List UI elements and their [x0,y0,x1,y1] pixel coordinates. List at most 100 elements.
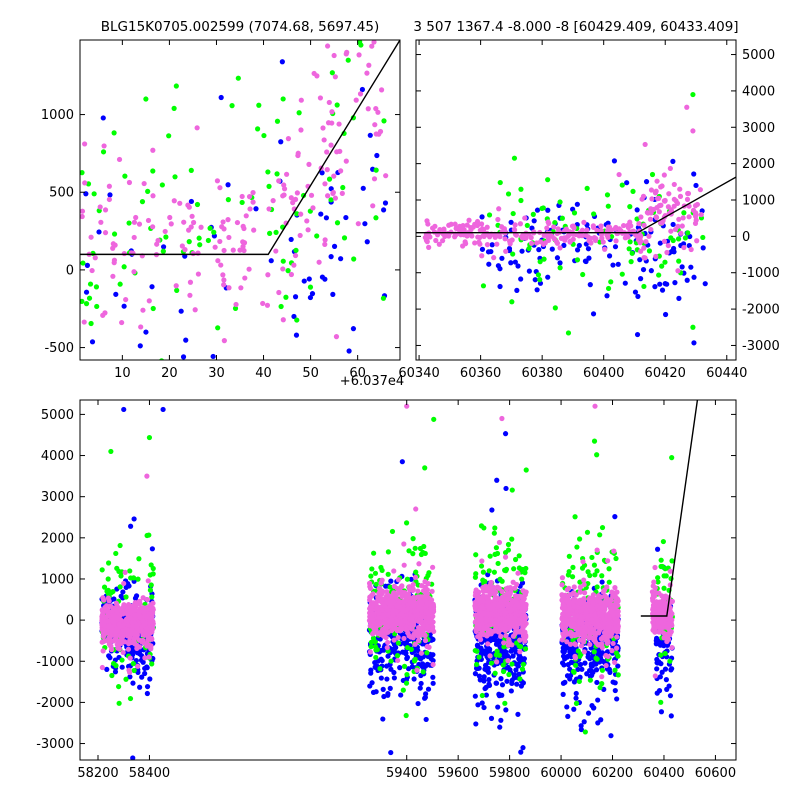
data-point-pink [432,223,438,229]
data-point-pink [270,198,276,204]
y-tick-label: -3000 [742,339,780,354]
data-point-blue [520,745,526,751]
data-point-blue [638,276,644,282]
data-point-pink [230,247,236,253]
data-point-pink [651,206,657,213]
y-tick-label: -2000 [742,303,780,318]
data-point-green [130,661,136,667]
data-point-green [410,536,416,542]
data-point-blue [130,755,136,760]
data-point-pink [638,238,644,244]
data-point-blue [387,685,393,691]
data-point-pink [401,541,407,547]
data-point-blue [567,666,573,672]
data-point-green [613,650,619,656]
data-point-pink [284,171,290,177]
data-point-blue [598,717,604,723]
data-point-green [537,259,543,265]
data-point-blue [667,693,674,699]
data-point-green [296,110,302,116]
data-point-pink [332,195,338,201]
data-point-blue [487,646,493,652]
data-point-blue [668,667,674,673]
data-point-pink [226,234,232,241]
data-point-blue [415,700,421,707]
data-point-green [196,235,202,241]
data-point-pink [305,227,311,233]
data-point-green [368,573,374,579]
data-point-pink [648,187,655,193]
data-point-green [476,654,482,660]
data-point-blue [659,287,666,293]
data-point-green [351,256,357,262]
data-point-pink [247,206,253,212]
data-point-pink [520,602,526,608]
y-tick-label: 1000 [41,108,74,123]
data-point-green [404,644,411,651]
data-point-blue [479,700,485,706]
data-point-blue [319,274,326,280]
data-point-pink [519,233,525,240]
data-point-blue [83,289,90,295]
data-point-blue [691,274,697,280]
data-point-blue [529,225,535,231]
data-point-green [570,564,576,570]
data-point-green [395,640,402,646]
data-point-blue [384,676,390,682]
data-point-green [148,582,154,588]
data-point-pink [472,240,478,246]
data-point-green [126,220,132,226]
data-point-pink [565,233,571,239]
data-point-pink [317,95,324,101]
data-point-blue [575,666,581,672]
data-point-blue [643,179,650,185]
data-point-pink [676,216,682,222]
data-point-pink [367,649,373,655]
data-point-pink [150,147,156,153]
data-point-pink [491,255,497,261]
data-point-green [368,639,374,645]
data-point-pink [502,236,508,242]
data-point-green [591,562,598,568]
data-point-green [88,320,94,327]
data-point-blue [253,206,259,212]
data-point-green [171,105,177,111]
data-point-pink [276,178,282,184]
data-point-pink [260,300,266,307]
data-point-pink [653,215,660,221]
data-point-pink [679,223,685,229]
data-point-pink [135,663,141,669]
data-point-pink [294,190,300,196]
data-point-green [127,695,134,702]
panel-recent-model [416,176,736,234]
data-point-green [574,257,581,263]
data-point-pink [241,247,247,254]
data-point-blue [425,686,432,692]
data-point-green [373,215,379,221]
data-point-green [662,259,668,265]
data-point-pink [479,604,485,610]
data-point-pink [418,650,425,656]
data-point-blue [476,665,482,671]
data-point-pink [528,235,534,241]
data-point-pink [681,244,687,251]
data-point-green [503,566,510,572]
data-point-blue [143,329,149,335]
data-point-pink [250,190,256,196]
data-point-pink [560,631,566,637]
data-point-pink [374,630,381,636]
data-point-pink [220,272,226,278]
data-point-blue [100,115,106,121]
data-point-pink [412,574,419,580]
data-point-green [480,569,486,575]
data-point-pink [384,612,391,618]
data-point-blue [144,690,150,697]
data-point-pink [572,653,578,659]
data-point-pink [677,193,684,199]
data-point-pink [212,244,218,250]
data-point-green [559,215,565,221]
data-point-blue [149,546,155,552]
data-point-pink [326,99,332,106]
data-point-green [373,654,379,661]
data-point-pink [126,179,133,186]
